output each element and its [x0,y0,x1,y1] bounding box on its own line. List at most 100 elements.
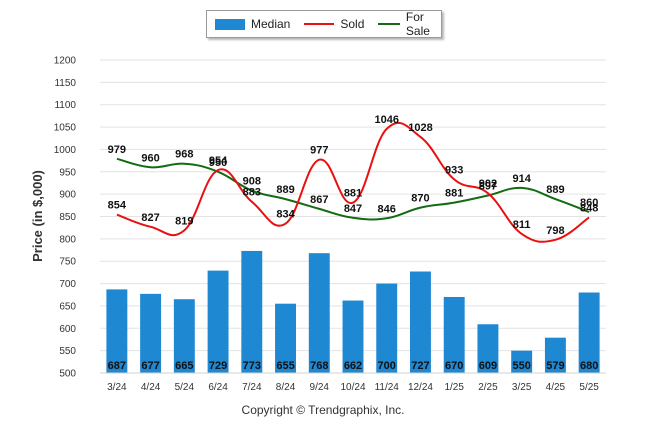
bar-median [544,337,566,373]
point-label-sold: 854 [108,200,127,212]
bar-median [342,300,364,373]
legend-swatch-sold [304,23,335,25]
point-label-for-sale: 897 [479,180,497,192]
point-label-sold: 1028 [408,122,432,134]
bar-data-label: 727 [411,360,429,372]
bar-median [443,296,465,373]
point-label-for-sale: 870 [411,193,429,205]
point-label-for-sale: 847 [344,203,362,215]
legend-item-median[interactable]: Median [215,17,290,31]
y-tick-label: 950 [59,167,76,178]
price-chart: 687 677 665 729 773 655 768 662 700 727 670 609 550 5… [30,56,606,393]
bar-data-label: 655 [276,360,294,372]
x-tick-label: 1/25 [444,382,464,393]
x-tick-label: 5/24 [175,382,195,393]
y-tick-label: 1000 [54,145,77,156]
bar-median [477,324,499,373]
x-tick-label: 6/24 [208,382,228,393]
bar-data-label: 550 [512,360,530,372]
y-tick-label: 900 [59,190,76,201]
bar-data-label: 768 [310,360,328,372]
point-label-for-sale: 860 [580,197,598,209]
x-tick-label: 7/24 [242,382,262,393]
legend-swatch-for-sale [378,23,400,25]
x-tick-label: 10/24 [340,382,365,393]
legend-item-for-sale[interactable]: For Sale [378,10,438,38]
bar-data-label: 609 [479,360,497,372]
x-tick-label: 2/25 [478,382,498,393]
point-label-sold: 827 [141,212,159,224]
bar-median [207,270,229,373]
legend-label-sold: Sold [340,17,365,31]
point-label-for-sale: 846 [378,203,396,215]
bar-data-label: 665 [175,360,193,372]
y-tick-label: 650 [59,301,76,312]
bar-data-label: 662 [344,360,362,372]
legend-label-for-sale: For Sale [405,10,430,38]
point-label-sold: 954 [209,155,228,167]
x-tick-label: 4/24 [141,382,161,393]
line-for-sale [116,157,590,221]
y-tick-label: 1150 [54,78,76,89]
point-label-sold: 1046 [374,114,398,126]
point-label-sold: 933 [445,164,463,176]
point-label-for-sale: 881 [445,188,463,200]
bar-median [376,283,398,373]
y-tick-label: 750 [59,257,76,268]
bar-data-label: 687 [108,360,126,372]
point-label-for-sale: 889 [276,184,294,196]
x-tick-label: 4/25 [546,382,566,393]
bar-median [241,250,263,373]
bar-data-label: 700 [378,360,396,372]
point-label-sold: 977 [310,145,328,157]
point-label-sold: 798 [546,225,564,237]
y-axis-label: Price (in $,000) [30,170,45,262]
legend-label-median: Median [251,17,291,31]
bar-data-label: 670 [445,360,463,372]
legend: Median Sold For Sale [206,10,442,38]
x-tick-label: 3/24 [107,382,127,393]
point-label-for-sale: 968 [175,149,193,161]
point-label-for-sale: 950 [209,157,227,169]
bar-data-label: 729 [209,360,227,372]
bar-data-label: 773 [243,360,261,372]
bar-data-label: 579 [546,360,564,372]
y-tick-label: 800 [59,234,76,245]
y-tick-label: 850 [59,212,76,223]
point-label-for-sale: 889 [546,184,564,196]
bar-median [308,253,330,373]
point-label-for-sale: 914 [512,173,531,185]
y-tick-label: 700 [59,279,76,290]
point-label-sold: 848 [580,202,598,214]
point-label-sold: 902 [479,178,497,190]
legend-item-sold[interactable]: Sold [304,17,364,31]
point-label-for-sale: 908 [243,176,261,188]
x-tick-label: 12/24 [408,382,433,393]
y-tick-label: 550 [59,346,76,357]
bar-median [106,289,128,373]
bar-data-label: 677 [141,360,159,372]
point-label-for-sale: 867 [310,194,328,206]
x-tick-label: 5/25 [579,382,599,393]
y-tick-label: 600 [59,324,76,335]
copyright-footer: Copyright © Trendgraphix, Inc. [241,403,405,417]
point-label-sold: 881 [344,188,362,200]
bar-data-label: 680 [580,360,598,372]
bar-median [410,271,431,373]
bar-median [140,293,162,373]
y-tick-label: 1200 [54,56,77,67]
point-label-sold: 819 [175,215,193,227]
x-tick-label: 3/25 [512,382,532,393]
point-label-sold: 883 [243,187,261,199]
y-tick-label: 1100 [54,100,76,111]
point-label-for-sale: 979 [108,144,126,156]
bar-median [173,299,195,373]
bar-median [578,292,600,373]
x-tick-label: 9/24 [310,382,330,393]
bar-median [511,350,533,373]
y-tick-label: 500 [59,369,76,380]
bar-median [275,303,296,373]
x-tick-label: 11/24 [375,382,400,393]
y-tick-label: 1050 [54,123,77,134]
legend-swatch-median [215,18,245,30]
